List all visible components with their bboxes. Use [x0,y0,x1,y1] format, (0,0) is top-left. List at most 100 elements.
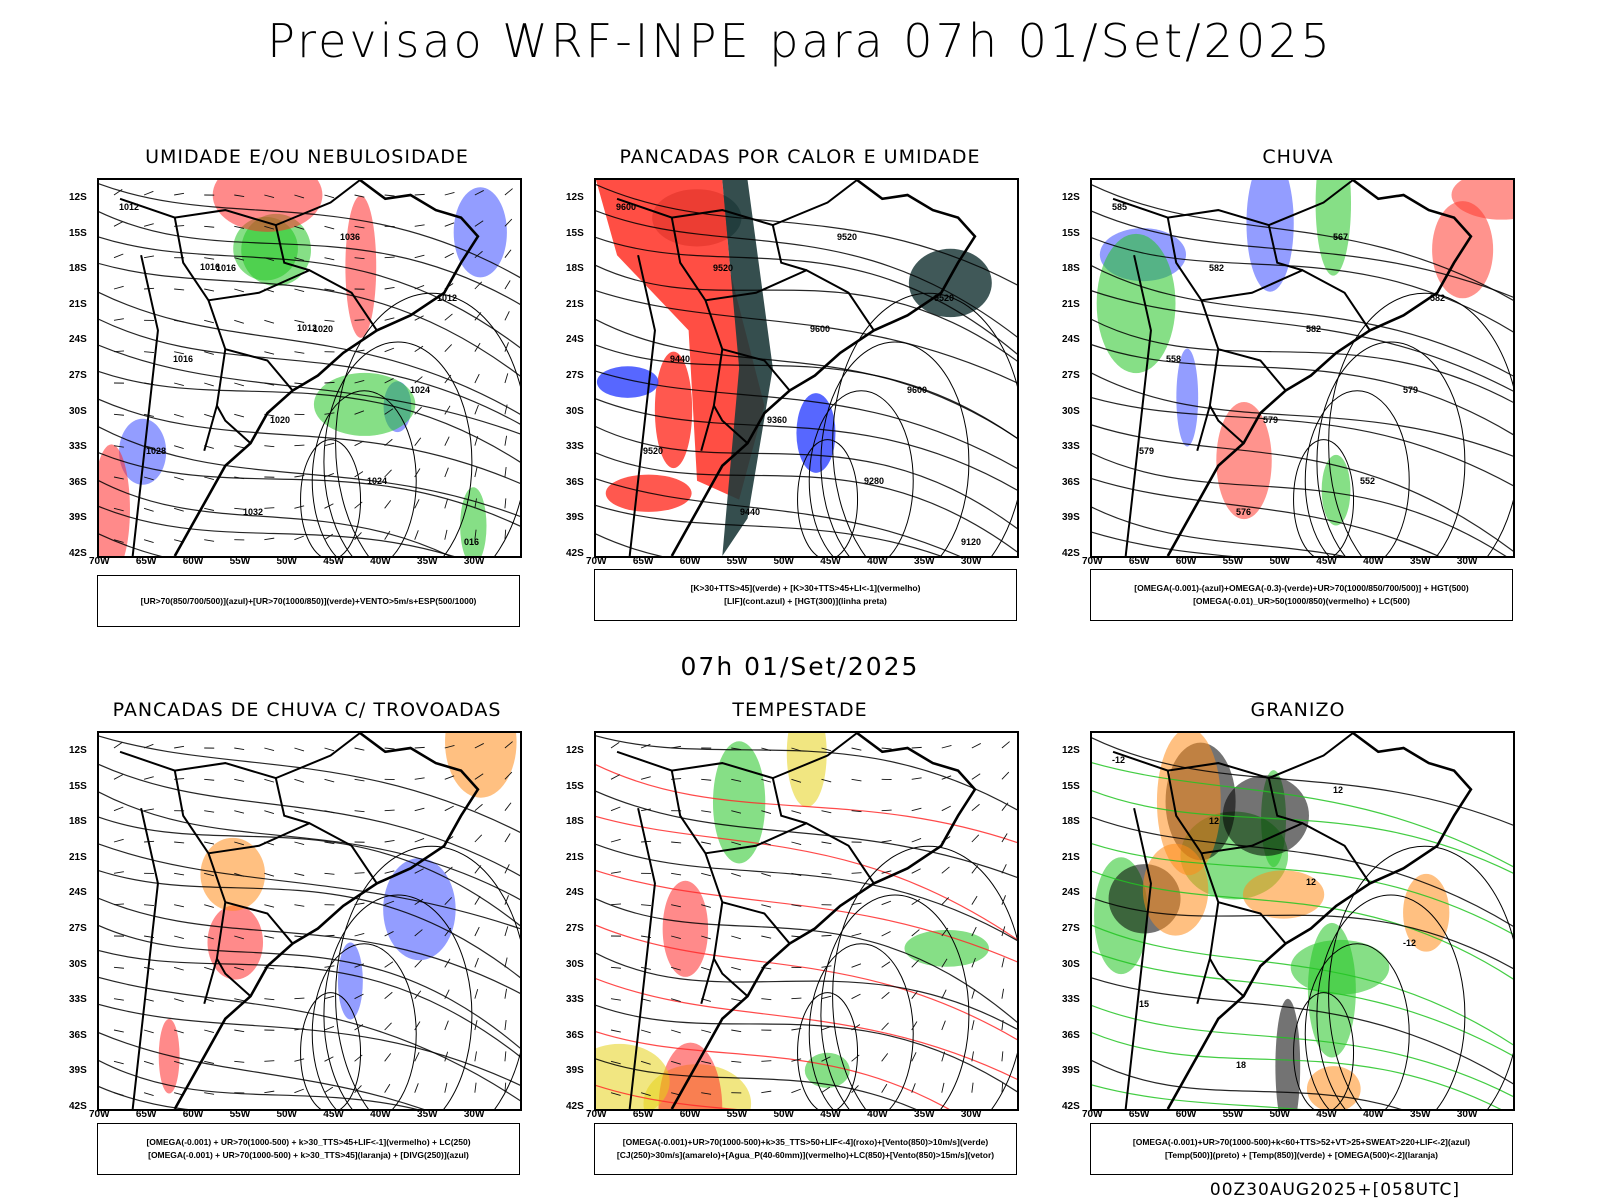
wind-vector [504,833,511,843]
country-border [173,770,227,1004]
wind-vector [113,476,124,480]
country-border [216,958,252,997]
contour-line [1092,506,1346,556]
wind-vector [610,1092,621,1096]
wind-vector [444,252,454,259]
wind-vector [204,935,214,940]
lon-tick-label: 45W [323,556,344,567]
country-border [722,348,791,392]
wind-vector [474,498,477,509]
wind-vector [204,382,214,387]
contour-line [1092,344,1513,436]
wind-vector [354,993,364,1000]
contour-loop [797,439,859,556]
contour-line [99,211,520,306]
contour-line [596,344,1017,440]
wind-vector [911,868,921,874]
country-border [1112,733,1354,780]
wind-vector [414,1083,419,1093]
wind-vector [911,959,919,968]
contour-value-label: 9520 [713,263,733,273]
wind-vector [971,834,980,843]
lon-tick-label: 35W [1410,556,1431,567]
wind-vector [234,747,245,751]
wind-vector [821,747,832,752]
wind-vector [384,900,395,906]
shaded-region [1242,870,1325,919]
lat-tick-label: 30S [69,405,87,417]
lon-tick-label: 65W [632,1109,654,1120]
wind-vector [701,872,712,877]
map-plot: 9600 9520 9600 9600 9520 9440 9520 9520 9440 9360… [596,180,1017,556]
lon-tick-label: 60W [679,1109,701,1120]
wind-vector [143,743,154,749]
legend-line: [CJ(250)>30m/s](amarelo)+[Agua_P(40-60mm… [616,1150,995,1160]
wind-vector [264,225,275,230]
panel-legend: [OMEGA(-0.001) + UR>70(1000-500) + k>30_… [97,1123,520,1175]
map-panel: 1012 1016 1020 1024 1028 1032 1036 1012 1016 1020… [97,178,522,558]
lat-tick-label: 27S [566,370,584,381]
contour-line [99,1032,425,1109]
wind-vector [911,777,922,780]
wind-vector [474,404,479,415]
wind-vector [294,319,305,323]
wind-vector [113,741,123,749]
contour-loop [1304,390,1410,556]
contour-line [99,398,520,485]
contour-value-label: 9600 [810,324,830,334]
wind-vector [354,319,365,321]
lon-tick-label: 70W [1082,1109,1103,1120]
lat-tick-label: 39S [69,512,87,524]
wind-vector [354,349,365,353]
country-border [1166,770,1220,1004]
wind-vector [474,250,483,259]
shaded-region [212,180,323,232]
country-border [1124,807,1152,1109]
wind-vector [474,342,481,352]
lat-tick-label: 30S [1062,405,1080,417]
contour-line [99,236,520,349]
country-border [1267,777,1303,825]
wind-vector [294,288,305,292]
contour-value-label: 1016 [216,263,236,273]
wind-vector [881,1022,889,1031]
contour-line [99,1003,520,1086]
lon-tick-label: 60W [182,1109,204,1120]
contour-line [596,452,1017,553]
wind-vector [610,1029,621,1033]
contour-line [99,533,162,556]
wind-vector [610,966,621,969]
contour-value-label: 1028 [146,446,166,456]
wind-vector [264,778,275,783]
wind-vector [264,445,275,448]
wind-vector [444,374,452,384]
wind-vector [504,467,507,478]
wind-vector [204,319,215,324]
map-panel: 585 582 582 579 579 576 567 582 558 579 552 [1090,178,1515,558]
wind-vector [504,988,508,999]
wind-vector [671,1029,681,1034]
contour-line [596,183,1017,286]
lat-tick-label: 21S [69,851,87,863]
wind-vector [941,1051,946,1062]
contour-line [99,976,520,1102]
wind-vector [113,221,124,227]
wind-vector [444,927,452,937]
wind-vector [671,745,682,749]
wind-vector [294,1088,304,1094]
wind-vector [234,935,245,940]
wind-vector [204,778,215,781]
lat-tick-label: 33S [566,994,584,1006]
wind-vector [444,436,450,446]
wind-vector [264,1060,275,1062]
wind-vector [731,747,742,751]
wind-vector [851,1024,861,1031]
lon-tick-label: 60W [679,556,701,567]
wind-vector [761,778,772,783]
shaded-region [241,213,312,287]
contour-line [1092,318,1513,404]
wind-vector [234,841,245,846]
wind-vector [911,807,922,812]
wind-vector [701,935,711,940]
lon-tick-label: 45W [820,556,841,567]
